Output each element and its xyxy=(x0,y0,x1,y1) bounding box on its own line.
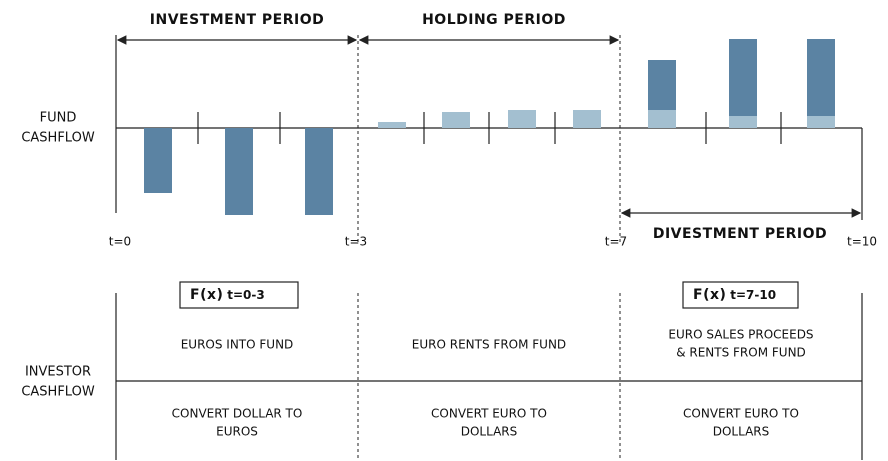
row-label: CASHFLOW xyxy=(21,131,94,146)
time-label: t=3 xyxy=(345,235,367,249)
bars xyxy=(144,39,835,215)
cell-text: & RENTS FROM FUND xyxy=(676,346,806,360)
investor-lines xyxy=(115,293,863,460)
cell-text: EURO RENTS FROM FUND xyxy=(412,338,566,352)
row-label: INVESTOR xyxy=(25,365,91,380)
cell-text: EUROS xyxy=(216,425,258,439)
bar xyxy=(378,122,406,128)
period-label: HOLDING PERIOD xyxy=(422,12,566,28)
formula-box xyxy=(682,281,799,309)
bar xyxy=(508,110,536,128)
period-label: INVESTMENT PERIOD xyxy=(150,12,324,28)
cell-text: CONVERT EURO TO xyxy=(683,407,799,421)
bar xyxy=(648,60,676,110)
bar xyxy=(573,110,601,128)
row-label: CASHFLOW xyxy=(21,385,94,400)
formula-box xyxy=(179,281,299,309)
bar xyxy=(729,39,757,116)
bar xyxy=(305,128,333,215)
cell-text: CONVERT EURO TO xyxy=(431,407,547,421)
ticks xyxy=(197,112,782,144)
cell-text: EUROS INTO FUND xyxy=(181,338,294,352)
bar xyxy=(225,128,253,215)
formula: F(x) t=7-10 xyxy=(693,287,776,303)
time-label: t=10 xyxy=(847,235,877,249)
bar xyxy=(807,116,835,128)
cell-text: DOLLARS xyxy=(461,425,518,439)
bar xyxy=(442,112,470,128)
cell-text: CONVERT DOLLAR TO xyxy=(172,407,303,421)
row-label: FUND xyxy=(40,111,77,126)
cell-text: DOLLARS xyxy=(713,425,770,439)
formula: F(x) t=0-3 xyxy=(190,287,265,303)
bar xyxy=(144,128,172,193)
time-label: t=0 xyxy=(109,235,131,249)
time-label: t=7 xyxy=(605,235,627,249)
bar xyxy=(807,39,835,116)
period-label: DIVESTMENT PERIOD xyxy=(653,226,827,242)
cell-text: EURO SALES PROCEEDS xyxy=(668,328,813,342)
bar xyxy=(648,110,676,128)
bar xyxy=(729,116,757,128)
